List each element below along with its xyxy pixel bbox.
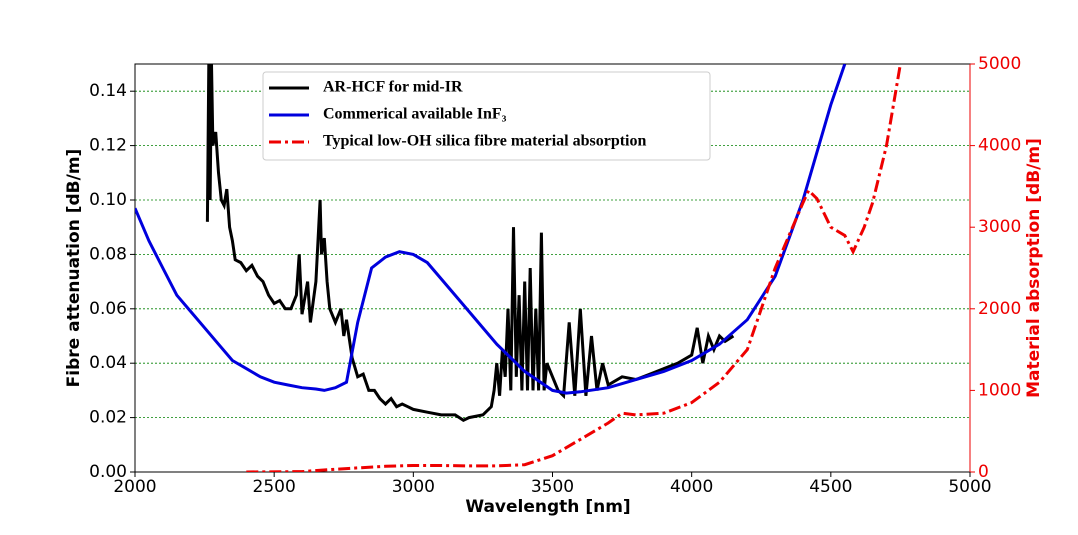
y-tick-label: 0.04 bbox=[89, 353, 127, 373]
series-line bbox=[135, 64, 847, 395]
y2-tick-label: 1000 bbox=[978, 380, 1021, 400]
plot-lines bbox=[135, 64, 902, 472]
legend-label: Commerical available InF₃ bbox=[323, 106, 507, 123]
x-tick-label: 3000 bbox=[392, 477, 435, 497]
y-tick-label: 0.14 bbox=[89, 81, 127, 101]
legend-label: AR-HCF for mid-IR bbox=[323, 79, 463, 96]
y-tick-label: 0.12 bbox=[89, 136, 127, 156]
y-tick-label: 0.08 bbox=[89, 244, 127, 264]
y2-axis-label: Material absorption [dB/m] bbox=[1024, 138, 1044, 398]
y-tick-label: 0.10 bbox=[89, 190, 127, 210]
x-tick-label: 4500 bbox=[809, 477, 852, 497]
x-tick-label: 2000 bbox=[113, 477, 156, 497]
x-tick-label: 5000 bbox=[948, 477, 991, 497]
x-tick-label: 2500 bbox=[253, 477, 296, 497]
x-tick-label: 3500 bbox=[531, 477, 574, 497]
series-line bbox=[205, 64, 735, 423]
y2-tick-label: 4000 bbox=[978, 136, 1021, 156]
x-axis-label: Wavelength [nm] bbox=[465, 497, 630, 517]
y-tick-label: 0.02 bbox=[89, 408, 127, 428]
y2-tick-label: 5000 bbox=[978, 54, 1021, 74]
y-tick-label: 0.06 bbox=[89, 299, 127, 319]
legend-label: Typical low-OH silica fibre material abs… bbox=[323, 133, 646, 150]
legend-box bbox=[262, 71, 711, 161]
series-line bbox=[246, 64, 902, 472]
x-tick-label: 4000 bbox=[670, 477, 713, 497]
y2-tick-label: 0 bbox=[978, 462, 989, 482]
y2-tick-label: 2000 bbox=[978, 299, 1021, 319]
y-tick-label: 0.00 bbox=[89, 462, 127, 482]
y2-tick-label: 3000 bbox=[978, 217, 1021, 237]
y-axis-label: Fibre attenuation [dB/m] bbox=[64, 149, 84, 388]
